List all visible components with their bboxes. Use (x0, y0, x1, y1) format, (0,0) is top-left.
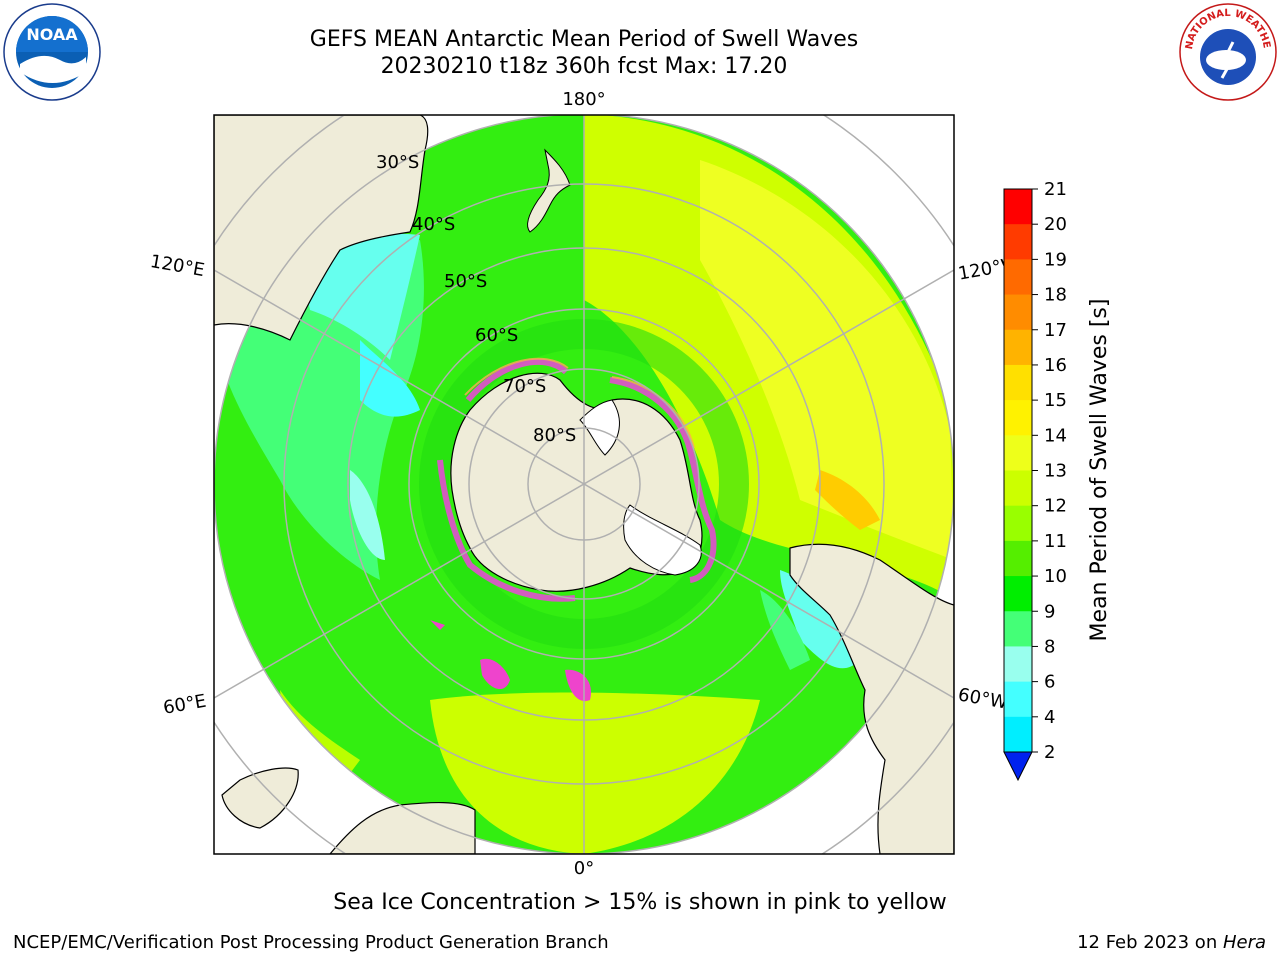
colorbar-segment (1004, 470, 1032, 507)
lat-label-50s: 50°S (444, 271, 487, 292)
colorbar-segment (1004, 716, 1032, 753)
colorbar-segment (1004, 505, 1032, 542)
colorbar-tick-label: 8 (1044, 636, 1055, 657)
lon-label-180: 180° (562, 89, 605, 110)
lon-label-60e: 60°E (162, 691, 208, 719)
colorbar-extend-arrow (1003, 751, 1033, 782)
colorbar-segment (1004, 189, 1032, 225)
colorbar-segment (1004, 259, 1032, 296)
lat-labels: 30°S 40°S 50°S 60°S 70°S 80°S (376, 152, 576, 446)
colorbar-tick-label: 11 (1044, 531, 1067, 552)
colorbar-segment (1004, 294, 1032, 331)
map-title: GEFS MEAN Antarctic Mean Period of Swell… (309, 27, 859, 52)
colorbar-segment (1004, 681, 1032, 718)
map-subtitle: 20230210 t18z 360h fcst Max: 17.20 (380, 54, 788, 79)
footer-date: 12 Feb 2023 on Hera (1077, 932, 1266, 953)
colorbar-tick-label: 19 (1044, 249, 1067, 270)
colorbar-tick-label: 17 (1044, 320, 1067, 341)
colorbar: 21 20 19 18 17 16 15 14 13 12 11 10 9 8 6 4 2 (1003, 179, 1067, 782)
colorbar-tick-label: 18 (1044, 285, 1067, 306)
lon-label-0: 0° (574, 858, 594, 879)
colorbar-tick-label: 14 (1044, 425, 1067, 446)
colorbar-tick-label: 20 (1044, 214, 1067, 235)
noaa-logo-text: NOAA (26, 25, 78, 44)
colorbar-segment (1004, 611, 1032, 647)
colorbar-tick-label: 12 (1044, 496, 1067, 517)
colorbar-segment (1004, 540, 1032, 577)
madagascar-landmass (221, 767, 299, 829)
colorbar-tick-label: 9 (1044, 601, 1055, 622)
colorbar-segment (1004, 435, 1032, 471)
colorbar-segment (1004, 576, 1032, 612)
colorbar-tick-label: 10 (1044, 566, 1067, 587)
australia-landmass (214, 115, 429, 341)
colorbar-segment (1004, 329, 1032, 366)
footer-date-text: 12 Feb 2023 on (1077, 932, 1223, 953)
new-zealand-landmass (527, 148, 571, 233)
footer-host: Hera (1222, 932, 1266, 953)
colorbar-tick-label: 15 (1044, 390, 1067, 411)
noaa-logo-icon: NOAA (3, 3, 101, 101)
colorbar-segment (1004, 400, 1032, 436)
colorbar-tick-label: 13 (1044, 461, 1067, 482)
colorbar-tick-label: 2 (1044, 742, 1055, 763)
lon-label-60w: 60°W (956, 684, 1009, 713)
colorbar-tick-label: 6 (1044, 672, 1055, 693)
colorbar-segment (1004, 364, 1032, 401)
colorbar-tick-label: 16 (1044, 355, 1067, 376)
footer-credit: NCEP/EMC/Verification Post Processing Pr… (13, 932, 609, 953)
lat-label-60s: 60°S (475, 325, 518, 346)
colorbar-segment (1004, 224, 1032, 260)
lat-label-80s: 80°S (533, 425, 576, 446)
map-frame (213, 114, 955, 855)
antarctica-landmass (437, 357, 717, 602)
lat-label-40s: 40°S (412, 214, 455, 235)
graticule (214, 115, 954, 854)
map-plot-area (214, 115, 954, 854)
colorbar-tick-label: 4 (1044, 707, 1055, 728)
colorbar-segment (1004, 646, 1032, 683)
colorbar-tick-label: 21 (1044, 179, 1067, 200)
lon-label-120e: 120°E (149, 251, 207, 281)
lat-label-70s: 70°S (503, 376, 546, 397)
colorbar-label: Mean Period of Swell Waves [s] (1087, 299, 1112, 642)
sea-ice-caption: Sea Ice Concentration > 15% is shown in … (333, 890, 947, 915)
africa-landmass (329, 801, 476, 854)
lat-label-30s: 30°S (376, 152, 419, 173)
nws-logo-icon: NATIONAL WEATHER SERVICE (1178, 2, 1277, 101)
